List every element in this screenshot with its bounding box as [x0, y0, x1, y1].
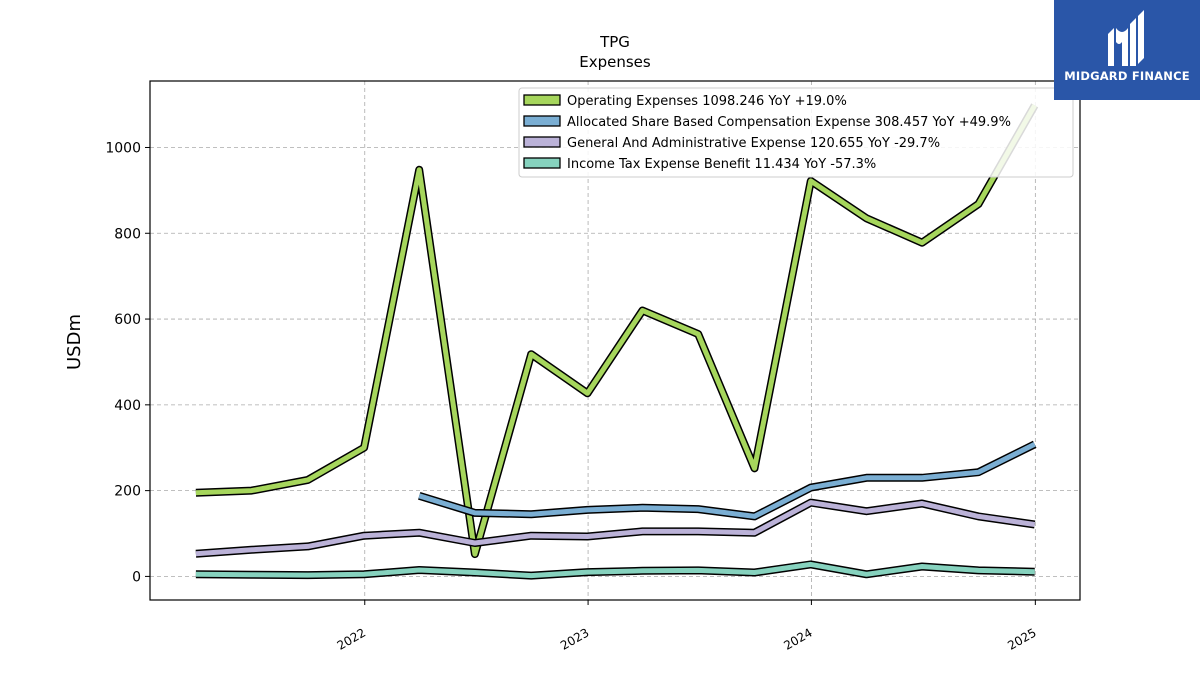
legend-entry: General And Administrative Expense 120.6… — [567, 136, 940, 151]
x-tick-label: 2022 — [335, 625, 368, 652]
chart-title: TPG — [599, 33, 630, 51]
legend: Operating Expenses 1098.246 YoY +19.0% Al… — [518, 87, 1074, 178]
legend-swatch — [523, 94, 561, 106]
legend-entry: Allocated Share Based Compensation Expen… — [567, 115, 1011, 130]
series-line-allocated-share-based-compensation-expense — [418, 442, 1036, 519]
midgard-finance-logo: MIDGARD FINANCE — [1054, 0, 1200, 100]
legend-box — [518, 87, 1074, 178]
legend-swatch — [523, 115, 561, 127]
y-axis-label: USDm — [64, 314, 85, 370]
chart-subtitle: Expenses — [579, 53, 651, 71]
x-tick-label: 2023 — [558, 625, 591, 652]
x-tick-label: 2024 — [781, 625, 814, 652]
y-tick-label: 800 — [114, 226, 141, 242]
plot-frame — [149, 80, 1081, 601]
series-layer — [195, 103, 1039, 580]
y-tick-label: 0 — [132, 569, 141, 585]
y-tick-label: 1000 — [105, 140, 141, 156]
legend-swatch — [523, 136, 561, 148]
legend-entry: Operating Expenses 1098.246 YoY +19.0% — [567, 94, 847, 109]
x-tick-label: 2025 — [1005, 625, 1038, 652]
series-line-operating-expenses — [195, 104, 1037, 557]
logo-text: MIDGARD FINANCE — [1064, 69, 1190, 83]
y-tick-label: 600 — [114, 312, 141, 328]
y-tick-label: 400 — [114, 398, 141, 414]
legend-entry: Income Tax Expense Benefit 11.434 YoY -5… — [567, 157, 876, 172]
series-line-income-tax-expense-benefit — [195, 561, 1035, 579]
logo-mark-icon — [1108, 10, 1144, 66]
y-tick-label: 200 — [114, 484, 141, 500]
legend-swatch — [523, 157, 561, 169]
series-line-general-and-administrative-expense — [195, 500, 1036, 557]
